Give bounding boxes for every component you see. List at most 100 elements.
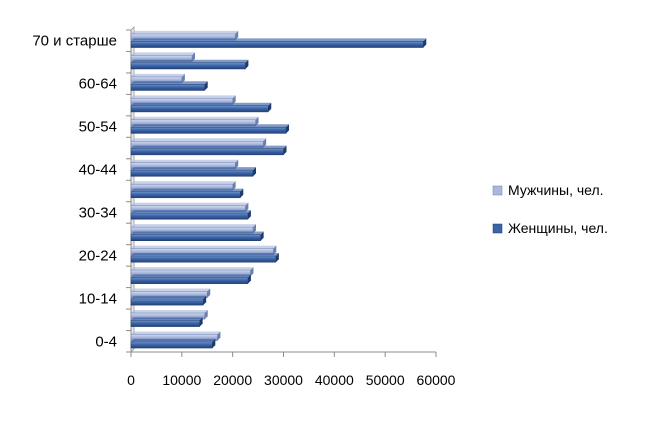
bar-end-face [192, 52, 195, 62]
bar-top-face [131, 253, 279, 256]
y-tick-label: 10-14 [79, 290, 117, 307]
bar-top-face [131, 188, 244, 192]
bar-end-face [250, 267, 254, 277]
bar-top-face [131, 338, 216, 342]
bar-end-face [260, 231, 264, 241]
bar-women [130, 81, 208, 91]
bar-front-face [130, 341, 213, 349]
bar-top-face [131, 145, 287, 149]
bar-front-face [130, 41, 424, 48]
bar-top-face [131, 317, 203, 321]
bar-women [130, 231, 264, 241]
bar-top-face [131, 159, 239, 163]
bar-end-face [232, 181, 236, 191]
bar-end-face [245, 59, 249, 69]
bar-women [130, 188, 244, 199]
bar-end-face [199, 317, 203, 327]
bar-top-face [131, 331, 221, 335]
bar-top-face [131, 295, 207, 299]
x-tick-label: 40000 [315, 372, 354, 388]
bar-end-face [245, 202, 249, 212]
bar-front-face [130, 62, 246, 70]
bar-front-face [130, 148, 284, 156]
bar-women [130, 317, 203, 327]
legend-item-men: Мужчины, чел. [492, 182, 604, 198]
bar-end-face [235, 30, 239, 41]
bar-end-face [255, 116, 259, 126]
bar-end-face [235, 159, 239, 169]
y-tick-label: 20-24 [79, 247, 117, 264]
plot-layer: 0-4 10-14 20-24 30-34 40-44 50-54 60-64 70 и ст… [32, 26, 456, 388]
bar-women [130, 145, 287, 156]
bar-end-face [207, 288, 211, 298]
x-tick-label: 50000 [366, 372, 405, 388]
bar-women [130, 210, 251, 220]
bar-end-face [286, 124, 290, 134]
bar-end-face [181, 73, 185, 84]
y-tick-label: 70 и старше [32, 33, 117, 50]
bar-top-face [131, 267, 254, 271]
x-tick-label: 20000 [213, 372, 252, 388]
bar-men [130, 159, 239, 170]
bar-top-face [131, 81, 208, 85]
bar-end-face [212, 338, 216, 349]
bar-end-face [232, 95, 236, 105]
bar-women [130, 167, 256, 177]
bar-top-face [131, 210, 251, 214]
bar-women [130, 295, 207, 306]
bar-front-face [130, 320, 200, 327]
bar-end-face [263, 138, 267, 148]
bar-top-face [131, 116, 259, 120]
bar-end-face [203, 295, 207, 306]
bar-top-face [131, 30, 239, 34]
bar-front-face [130, 191, 241, 199]
bar-top-face [131, 38, 427, 42]
bar-end-face [247, 210, 251, 220]
bar-top-face [131, 102, 272, 106]
bar-top-face [131, 224, 256, 228]
bar-top-face [131, 52, 195, 56]
bar-end-face [253, 224, 256, 234]
bar-top-face [131, 59, 249, 63]
x-tick-label: 10000 [162, 372, 201, 388]
bar-end-face [204, 310, 208, 320]
bar-women [130, 274, 251, 284]
bar-top-face [131, 181, 236, 185]
bar-end-face [240, 188, 244, 198]
y-tick-label: 40-44 [79, 162, 117, 179]
bar-front-face [130, 255, 277, 263]
y-tick-label: 60-64 [79, 76, 117, 93]
bar-top-face [131, 202, 249, 206]
legend-swatch [492, 185, 503, 196]
legend-label: Женщины, чел. [508, 220, 608, 236]
legend-item-women: Женщины, чел. [492, 220, 608, 236]
bar-women [130, 338, 216, 349]
bar-top-face [131, 124, 290, 128]
bar-men [130, 267, 254, 277]
legend-label: Мужчины, чел. [508, 182, 604, 198]
bar-women [130, 124, 290, 134]
y-tick-label: 0-4 [95, 333, 117, 350]
x-tick-label: 30000 [264, 372, 303, 388]
bar-women [130, 38, 427, 48]
bar-front-face [130, 169, 254, 177]
y-tick-label: 30-34 [79, 204, 117, 221]
bar-top-face [131, 288, 211, 292]
bar-men [130, 73, 185, 84]
bar-front-face [130, 277, 249, 284]
bar-end-face [423, 38, 427, 48]
bar-end-face [204, 81, 208, 91]
legend-swatch [492, 223, 503, 234]
bar-end-face [253, 167, 256, 177]
bar-front-face [130, 298, 204, 306]
bar-top-face [131, 274, 251, 278]
y-tick-label: 50-54 [79, 119, 117, 136]
bar-end-face [273, 245, 277, 255]
bar-end-face [247, 274, 251, 284]
legend: Мужчины, чел. Женщины, чел. [492, 182, 608, 236]
bar-women [130, 102, 272, 113]
bar-top-face [131, 138, 267, 142]
bar-end-face [268, 102, 272, 112]
